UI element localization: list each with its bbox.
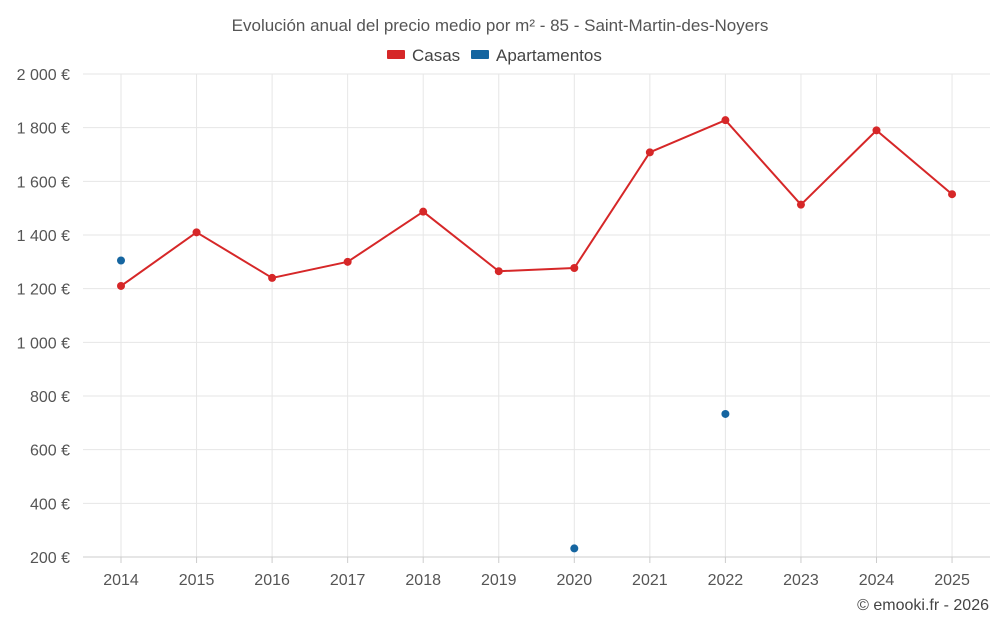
y-tick-label: 800 € xyxy=(30,389,70,406)
y-tick-label: 600 € xyxy=(30,443,70,460)
x-tick-label: 2015 xyxy=(179,572,215,589)
series-line-casas xyxy=(120,119,953,287)
legend-label-apartamentos: Apartamentos xyxy=(496,46,602,65)
y-tick-label: 1 200 € xyxy=(17,282,70,299)
y-tick-label: 2 000 € xyxy=(17,67,70,84)
x-tick-label: 2025 xyxy=(934,572,970,589)
x-axis-ticks: 2014 2015 2016 2017 2018 2019 2020 2021 2022 2023… xyxy=(103,557,970,589)
legend: Casas Apartamentos xyxy=(387,46,602,65)
x-tick-label: 2020 xyxy=(557,572,593,589)
chart-title: Evolución anual del precio medio por m² … xyxy=(232,16,769,35)
data-point-casas[interactable] xyxy=(419,207,428,216)
x-tick-label: 2019 xyxy=(481,572,517,589)
x-tick-label: 2018 xyxy=(405,572,441,589)
y-tick-label: 1 800 € xyxy=(17,121,70,138)
data-point-casas[interactable] xyxy=(192,228,201,237)
x-tick-label: 2021 xyxy=(632,572,668,589)
x-tick-label: 2016 xyxy=(254,572,290,589)
y-tick-label: 200 € xyxy=(30,550,70,567)
data-point-casas[interactable] xyxy=(796,200,805,209)
grid xyxy=(83,73,990,558)
credit-text: © emooki.fr - 2026 xyxy=(857,597,989,614)
data-point-casas[interactable] xyxy=(570,264,579,273)
data-point-apartamentos[interactable] xyxy=(570,544,579,553)
y-axis-ticks: 200 € 400 € 600 € 800 € 1 000 € 1 200 € 1 400 … xyxy=(17,67,70,567)
y-tick-label: 1 400 € xyxy=(17,228,70,245)
legend-label-casas: Casas xyxy=(412,46,460,65)
data-point-casas[interactable] xyxy=(494,267,503,276)
data-point-casas[interactable] xyxy=(645,148,654,157)
data-point-casas[interactable] xyxy=(872,126,881,135)
y-tick-label: 1 600 € xyxy=(17,174,70,191)
data-point-apartamentos[interactable] xyxy=(117,256,125,265)
x-tick-label: 2023 xyxy=(783,572,819,589)
data-point-casas[interactable] xyxy=(343,257,352,266)
data-point-casas[interactable] xyxy=(117,281,125,290)
x-tick-label: 2024 xyxy=(859,572,895,589)
series-layer xyxy=(117,116,957,553)
data-point-casas[interactable] xyxy=(948,190,957,199)
y-tick-label: 400 € xyxy=(30,496,70,513)
x-tick-label: 2022 xyxy=(708,572,744,589)
legend-swatch-apartamentos xyxy=(471,50,489,59)
legend-item-apartamentos[interactable]: Apartamentos xyxy=(471,46,602,65)
y-tick-label: 1 000 € xyxy=(17,335,70,352)
data-point-casas[interactable] xyxy=(721,116,730,125)
legend-swatch-casas xyxy=(387,50,405,59)
data-point-apartamentos[interactable] xyxy=(721,409,730,418)
x-tick-label: 2017 xyxy=(330,572,366,589)
x-tick-label: 2014 xyxy=(103,572,139,589)
legend-item-casas[interactable]: Casas xyxy=(387,46,460,65)
data-point-casas[interactable] xyxy=(268,273,277,282)
